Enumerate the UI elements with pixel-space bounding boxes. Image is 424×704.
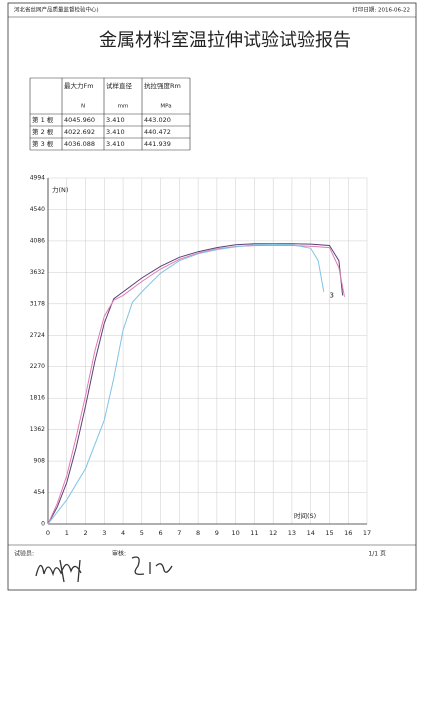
y-tick-label: 2724 (30, 332, 45, 339)
org: 河北省丝网产品质量监督检验中心) (14, 6, 99, 14)
signature (131, 556, 173, 575)
x-tick-label: 17 (363, 529, 371, 537)
print-date: 打印日期: 2016-06-22 (352, 6, 410, 14)
annotation: 3 (329, 291, 333, 299)
data-line (47, 243, 325, 525)
tester: 试验员: (14, 550, 34, 558)
table-cell: 443.020 (144, 116, 171, 124)
x-tick-label: 12 (269, 529, 277, 537)
x-tick-label: 6 (159, 529, 163, 537)
signature (35, 559, 82, 583)
x-tick-label: 3 (102, 529, 106, 537)
table-cell: 4045.960 (64, 116, 95, 124)
table-cell: 3.410 (106, 116, 125, 124)
x-tick-label: 4 (121, 529, 125, 537)
x-tick-label: 10 (232, 529, 240, 537)
x-tick-label: 14 (307, 529, 315, 537)
y-tick-label: 0 (41, 521, 45, 528)
page-number: 1/1 页 (368, 551, 386, 558)
x-tick-label: 0 (46, 529, 50, 537)
table-cell: 第 2 根 (32, 127, 54, 136)
table-cell: 3.410 (106, 128, 125, 136)
table-cell: 3.410 (106, 140, 125, 148)
x-tick-label: 8 (196, 529, 200, 537)
y-tick-label: 1816 (30, 395, 45, 402)
column-header: 最大力Fm (64, 81, 94, 90)
data-line (47, 244, 345, 525)
y-tick-label: 908 (34, 458, 46, 465)
x-axis-label: 时间(S) (294, 511, 316, 520)
y-tick-label: 1362 (30, 426, 45, 433)
column-unit: N (81, 104, 85, 110)
page-border (7, 2, 417, 591)
title: 金属材料室温拉伸试验试验报告 (99, 30, 351, 51)
table-cell: 4022.692 (64, 128, 95, 136)
x-tick-label: 16 (344, 529, 352, 537)
table: 最大力Fm N 试样直径 mm 抗拉强度Rm MPa 第 1 根 4045.960 3.410 4… (29, 77, 191, 151)
data-line (47, 243, 344, 525)
table-cell: 440.472 (144, 128, 171, 136)
column-header: 抗拉强度Rm (144, 81, 181, 90)
chart: 0454908136218162270272431783632408645404… (30, 175, 371, 538)
y-tick-label: 4994 (30, 175, 45, 182)
y-axis-label: 力(N) (52, 185, 68, 194)
column-header: 试样直径 (106, 81, 133, 90)
table-cell: 441.939 (144, 140, 171, 148)
x-tick-label: 2 (83, 529, 87, 537)
x-tick-label: 13 (288, 529, 296, 537)
table-cell: 第 3 根 (32, 139, 54, 148)
reviewer: 审核: (112, 550, 126, 558)
x-tick-label: 15 (325, 529, 333, 537)
x-tick-label: 1 (65, 529, 69, 537)
x-tick-label: 11 (250, 529, 258, 537)
x-tick-label: 9 (215, 529, 219, 537)
y-tick-label: 2270 (30, 363, 45, 370)
table-cell: 第 1 根 (32, 115, 54, 124)
y-tick-label: 3178 (30, 300, 45, 307)
column-unit: mm (118, 104, 129, 110)
y-tick-label: 454 (34, 489, 46, 496)
y-tick-label: 4086 (30, 237, 45, 244)
table-cell: 4036.088 (64, 140, 95, 148)
column-unit: MPa (160, 104, 171, 110)
y-tick-label: 3632 (30, 269, 45, 276)
x-tick-label: 7 (177, 529, 181, 537)
x-tick-label: 5 (140, 529, 144, 537)
y-tick-label: 4540 (30, 206, 45, 213)
